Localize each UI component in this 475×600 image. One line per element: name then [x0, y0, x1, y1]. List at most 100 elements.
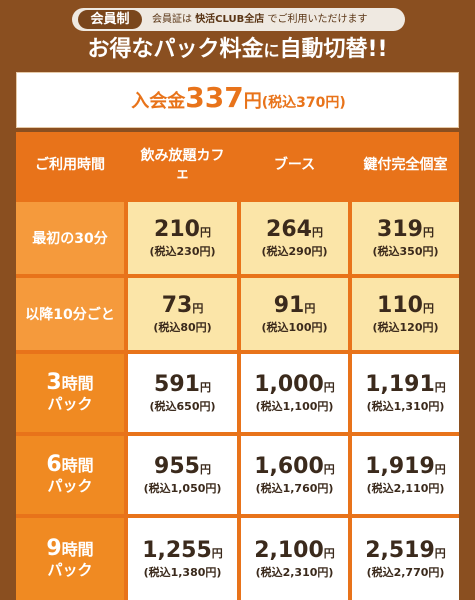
price-value: 73円 — [161, 292, 204, 321]
price-number: 110 — [377, 292, 423, 318]
price-number: 2,100 — [254, 537, 324, 563]
yen-unit: 円 — [434, 462, 446, 476]
price-value: 2,100円 — [254, 537, 335, 566]
yen-unit: 円 — [311, 225, 323, 239]
entry-fee-tax: (税込370円) — [261, 95, 346, 111]
pack-hours-unit: 時間 — [61, 539, 94, 559]
pack-word: パック — [47, 560, 93, 579]
yen-unit: 円 — [323, 462, 335, 476]
header-banner: 会員制 会員証は 快活CLUB全店 でご利用いただけます お得なパック料金に自動… — [0, 0, 475, 70]
price-cell: 955円 (税込1,050円) — [128, 436, 237, 514]
yen-unit: 円 — [199, 380, 211, 394]
yen-unit: 円 — [304, 301, 316, 315]
price-number: 1,255 — [142, 537, 212, 563]
price-number: 1,600 — [254, 453, 324, 479]
membership-note: 会員証は 快活CLUB全店 でご利用いただけます — [152, 8, 367, 31]
tax-included-price: (税込290円) — [261, 244, 328, 258]
membership-note-post: でご利用いただけます — [264, 14, 368, 25]
price-number: 2,519 — [365, 537, 435, 563]
pack-hours: 3時間 — [46, 369, 94, 395]
price-value: 91円 — [273, 292, 316, 321]
yen-unit: 円 — [422, 225, 434, 239]
price-number: 1,919 — [365, 453, 435, 479]
price-cell: 264円 (税込290円) — [241, 202, 348, 274]
yen-unit: 円 — [323, 546, 335, 560]
yen-unit: 円 — [434, 546, 446, 560]
price-value: 210円 — [154, 216, 211, 245]
tax-included-price: (税込1,380円) — [143, 565, 222, 579]
price-value: 1,600円 — [254, 453, 335, 482]
price-cell: 1,255円 (税込1,380円) — [128, 518, 237, 600]
price-number: 73 — [161, 292, 193, 318]
row-label: 最初の30分 — [16, 202, 124, 274]
pack-hours-unit: 時間 — [61, 373, 94, 393]
price-value: 955円 — [154, 454, 211, 482]
price-value: 319円 — [377, 216, 434, 245]
tax-included-price: (税込650円) — [149, 399, 216, 413]
price-cell: 1,000円 (税込1,100円) — [241, 354, 348, 432]
price-number: 319 — [377, 216, 423, 242]
yen-unit: 円 — [199, 462, 211, 476]
price-value: 1,191円 — [365, 371, 446, 400]
yen-unit: 円 — [422, 301, 434, 315]
pack-hours-number: 6 — [46, 451, 62, 477]
yen-unit: 円 — [199, 225, 211, 239]
price-cell: 1,919円 (税込2,110円) — [352, 436, 459, 514]
table-row-3h-pack: 3時間 パック 591円 (税込650円) 1,000円 (税込1,100円) … — [16, 354, 459, 432]
price-cell: 591円 (税込650円) — [128, 354, 237, 432]
pack-hours: 9時間 — [46, 535, 94, 561]
pack-hours-number: 3 — [46, 369, 62, 395]
tax-included-price: (税込350円) — [372, 244, 439, 258]
tax-included-price: (税込1,100円) — [255, 399, 334, 413]
table-row-per-10: 以降10分ごと 73円 (税込80円) 91円 (税込100円) 110円 (税… — [16, 278, 459, 350]
headline-part-b: に — [263, 41, 280, 60]
entry-fee-unit: 円 — [243, 91, 262, 112]
membership-note-store: 快活CLUB全店 — [195, 14, 265, 25]
membership-tag: 会員制 — [78, 10, 142, 29]
tax-included-price: (税込1,310円) — [366, 399, 445, 413]
table-row-9h-pack: 9時間 パック 1,255円 (税込1,380円) 2,100円 (税込2,31… — [16, 518, 459, 600]
tax-included-price: (税込80円) — [153, 320, 212, 334]
column-header-booth: ブース — [241, 132, 348, 198]
tax-included-price: (税込100円) — [261, 320, 328, 334]
table-header-row: ご利用時間 飲み放題カフェ ブース 鍵付完全個室 — [16, 132, 459, 198]
price-value: 1,000円 — [254, 372, 335, 400]
price-table: ご利用時間 飲み放題カフェ ブース 鍵付完全個室 最初の30分 210円 (税込… — [16, 132, 459, 600]
price-number: 1,191 — [365, 371, 435, 397]
price-value: 1,919円 — [365, 453, 446, 482]
price-cell: 319円 (税込350円) — [352, 202, 459, 274]
price-value: 110円 — [377, 292, 434, 321]
row-label: 以降10分ごと — [16, 278, 124, 350]
headline: お得なパック料金に自動切替!! — [0, 34, 475, 67]
price-cell: 2,100円 (税込2,310円) — [241, 518, 348, 600]
pack-word: パック — [47, 394, 93, 413]
row-label: 3時間 パック — [16, 354, 124, 432]
pack-hours-number: 9 — [46, 535, 62, 561]
tax-included-price: (税込2,110円) — [366, 481, 445, 495]
price-cell: 73円 (税込80円) — [128, 278, 237, 350]
headline-part-a: お得なパック料金 — [87, 37, 264, 62]
table-row-6h-pack: 6時間 パック 955円 (税込1,050円) 1,600円 (税込1,760円… — [16, 436, 459, 514]
yen-unit: 円 — [211, 546, 223, 560]
column-header-cafe: 飲み放題カフェ — [128, 132, 237, 198]
entry-fee-line: 入会金337円(税込370円) — [17, 81, 460, 114]
pack-hours: 6時間 — [46, 451, 93, 477]
price-number: 591 — [154, 371, 200, 397]
price-cell: 110円 (税込120円) — [352, 278, 459, 350]
entry-fee-amount: 337 — [185, 81, 244, 114]
headline-part-c: 自動切替!! — [279, 37, 388, 62]
row-label: 6時間 パック — [16, 436, 124, 514]
price-cell: 1,600円 (税込1,760円) — [241, 436, 348, 514]
price-cell: 91円 (税込100円) — [241, 278, 348, 350]
price-value: 2,519円 — [365, 537, 446, 566]
price-number: 210 — [154, 216, 200, 242]
price-number: 91 — [273, 292, 305, 318]
price-value: 264円 — [266, 217, 323, 245]
yen-unit: 円 — [323, 380, 335, 394]
table-row-first-30: 最初の30分 210円 (税込230円) 264円 (税込290円) 319円 … — [16, 202, 459, 274]
yen-unit: 円 — [192, 301, 204, 315]
tax-included-price: (税込2,310円) — [255, 565, 334, 579]
tax-included-price: (税込120円) — [372, 320, 439, 334]
tax-included-price: (税込2,770円) — [366, 565, 445, 579]
entry-fee-box: 入会金337円(税込370円) — [16, 72, 459, 128]
